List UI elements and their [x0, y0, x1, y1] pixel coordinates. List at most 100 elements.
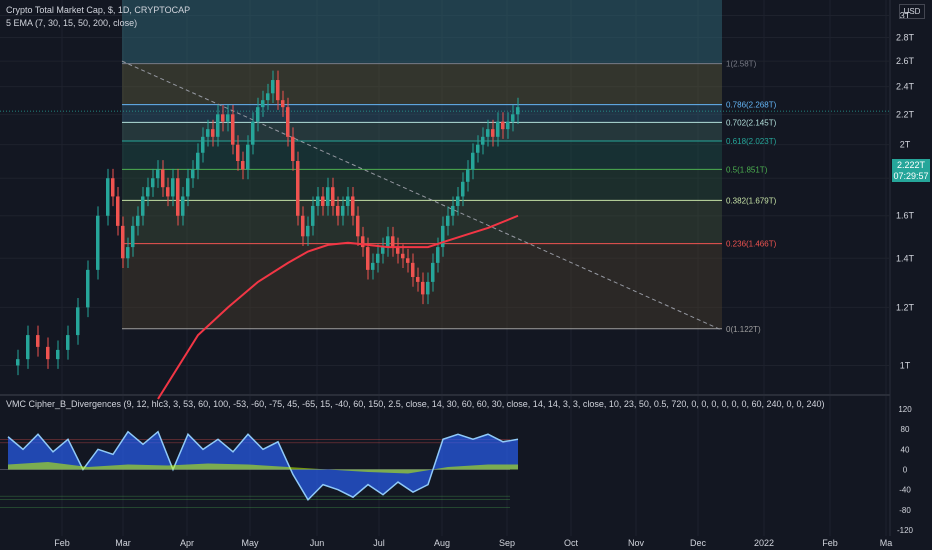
candle-body [451, 205, 455, 216]
candle-body [131, 225, 135, 248]
oscillator-tick-label: -40 [899, 486, 911, 495]
candle-body [431, 262, 435, 282]
candle-body [336, 205, 340, 216]
price-tick-label: 2T [900, 140, 911, 150]
candle-body [166, 187, 170, 197]
time-tick-label: Feb [822, 538, 838, 548]
fib-zone [122, 63, 722, 105]
ema-200-series [157, 214, 519, 400]
bar-countdown: 07:29:57 [892, 170, 930, 182]
candle-body [196, 152, 200, 170]
time-tick-label: Nov [628, 538, 645, 548]
candle-body [126, 247, 130, 259]
time-tick-label: May [241, 538, 259, 548]
candle-body [501, 121, 505, 130]
candle-body [76, 307, 80, 336]
fib-zone [122, 200, 722, 244]
trendline[interactable] [121, 60, 721, 330]
oscillator-tick-label: -120 [897, 526, 914, 535]
candle-body [66, 335, 70, 350]
candle-body [236, 144, 240, 162]
candle-body [241, 161, 245, 170]
candle-body [426, 281, 430, 295]
price-tick-label: 1.2T [896, 302, 915, 312]
candle-body [441, 225, 445, 248]
candle-body [356, 215, 360, 237]
candle-body [321, 196, 325, 206]
fib-zone [122, 169, 722, 201]
candle-body [191, 169, 195, 179]
candle-body [366, 247, 370, 270]
price-tick-label: 1T [900, 360, 911, 370]
candle-body [516, 107, 520, 115]
candle-body [286, 107, 290, 137]
candle-body [391, 236, 395, 248]
candle-body [446, 215, 450, 226]
candle-body [341, 205, 345, 216]
candle-body [136, 215, 140, 226]
indicator-legend[interactable]: VMC Cipher_B_Divergences (9, 12, hlc3, 3… [6, 399, 825, 409]
fibonacci-retracement[interactable]: 1(2.58T) 0.786(2.268T) 0.702(2.145T) 0.618(… [0, 0, 890, 334]
candle-body [306, 225, 310, 237]
candle-body [256, 107, 260, 122]
time-axis[interactable]: Feb Mar Apr May Jun Jul Aug Sep Oct Nov Dec 2022 Feb… [0, 536, 932, 550]
oscillator-tick-label: 40 [901, 445, 910, 454]
candle-body [481, 136, 485, 145]
candle-body [271, 80, 275, 94]
candle-body [406, 258, 410, 263]
candle-body [46, 346, 50, 360]
candle-body [221, 114, 225, 122]
time-tick-label: Oct [564, 538, 579, 548]
candle-body [151, 178, 155, 188]
fib-level-label: 0.786(2.268T) [726, 101, 777, 110]
fib-zone [122, 141, 722, 170]
candle-body [311, 205, 315, 226]
candle-body [466, 169, 470, 182]
candle-body [111, 178, 115, 197]
price-tick-label: 2.4T [896, 82, 915, 92]
candle-body [176, 178, 180, 216]
fib-level-label: 0(1.122T) [726, 325, 761, 334]
candle-body [376, 253, 380, 263]
candle-body [456, 196, 460, 206]
oscillator-tick-label: 0 [903, 466, 908, 475]
candle-body [121, 225, 125, 259]
price-tick-label: 1.6T [896, 211, 915, 221]
time-tick-label: 2022 [754, 538, 774, 548]
price-tick-label: 2.8T [896, 33, 915, 43]
candle-body [386, 236, 390, 248]
candle-body [26, 335, 30, 360]
candle-body [471, 152, 475, 170]
candle-body [361, 236, 365, 248]
candle-body [141, 196, 145, 216]
currency-button[interactable]: USD [899, 4, 925, 19]
time-tick-label: Apr [180, 538, 194, 548]
oscillator-tick-label: 120 [898, 405, 912, 414]
candle-body [461, 181, 465, 197]
price-tick-label: 2.2T [896, 109, 915, 119]
candle-body [436, 247, 440, 263]
oscillator-axis[interactable]: 120 80 40 0 -40 -80 -120 [897, 405, 914, 535]
ema-200-line [157, 214, 519, 400]
fib-zone [122, 122, 722, 142]
candle-body [211, 129, 215, 137]
candle-body [421, 281, 425, 295]
fib-upper-zone [122, 0, 722, 64]
time-tick-label: Jul [373, 538, 385, 548]
candle-body [351, 196, 355, 216]
symbol-legend[interactable]: Crypto Total Market Cap, $, 1D, CRYPTOCA… [6, 5, 191, 15]
candle-body [161, 169, 165, 188]
candle-body [401, 253, 405, 259]
vmc-cipher-oscillator [0, 430, 519, 508]
candle-body [201, 136, 205, 153]
candle-body [476, 144, 480, 153]
candle-body [181, 196, 185, 216]
candle-body [496, 121, 500, 137]
candle-body [506, 121, 510, 130]
ema-legend[interactable]: 5 EMA (7, 30, 15, 50, 200, close) [6, 18, 138, 28]
candle-body [86, 269, 90, 308]
fib-level-label: 0.382(1.679T) [726, 196, 777, 205]
oscillator-tick-label: 80 [901, 425, 910, 434]
